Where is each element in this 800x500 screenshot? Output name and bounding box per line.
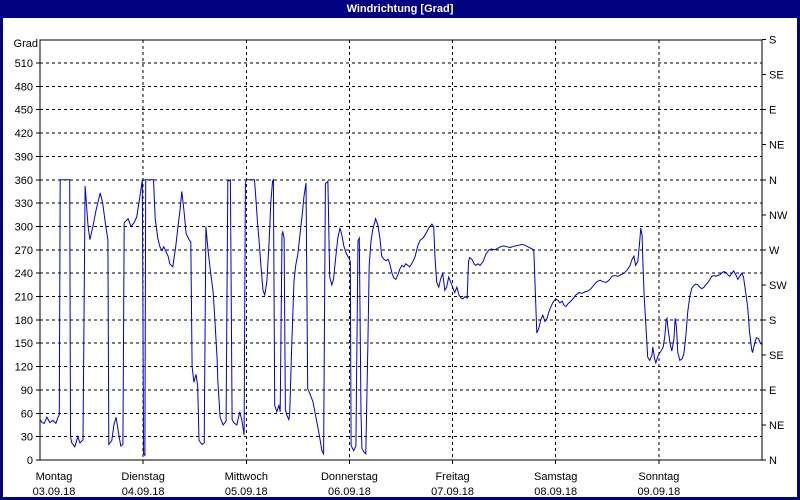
day-name-label: Samstag — [534, 471, 577, 483]
compass-label: NW — [769, 210, 788, 222]
compass-label: SW — [769, 280, 787, 292]
y-axis-tick-label: 60 — [21, 408, 33, 420]
compass-label: W — [769, 245, 780, 257]
y-axis-tick-label: 300 — [15, 221, 33, 233]
day-name-label: Donnerstag — [321, 471, 378, 483]
wind-direction-line — [39, 178, 763, 457]
compass-label: S — [769, 315, 776, 327]
y-axis-tick-label: 90 — [21, 385, 33, 397]
y-axis-tick-label: 240 — [15, 268, 33, 280]
day-date-label: 09.09.18 — [637, 486, 680, 498]
y-axis-tick-label: 120 — [15, 362, 33, 374]
day-name-label: Dienstag — [121, 471, 164, 483]
compass-label: NE — [769, 140, 784, 152]
compass-label: E — [769, 385, 776, 397]
day-date-label: 07.09.18 — [431, 486, 474, 498]
y-axis-tick-label: 510 — [15, 58, 33, 70]
y-axis-tick-label: 210 — [15, 292, 33, 304]
day-date-label: 03.09.18 — [33, 486, 76, 498]
compass-label: N — [769, 175, 777, 187]
compass-label: NE — [769, 420, 784, 432]
y-axis-tick-label: 450 — [15, 105, 33, 117]
compass-label: N — [769, 455, 777, 467]
day-name-label: Montag — [36, 471, 73, 483]
y-axis-tick-label: 30 — [21, 432, 33, 444]
compass-label: SE — [769, 70, 784, 82]
plot-background — [3, 18, 797, 497]
y-axis-tick-label: 150 — [15, 338, 33, 350]
chart-title: Windrichtung [Grad] — [346, 3, 454, 15]
y-axis-tick-label: 420 — [15, 128, 33, 140]
day-name-label: Sonntag — [638, 471, 679, 483]
y-axis-tick-label: 0 — [27, 455, 33, 467]
y-axis-tick-label: 330 — [15, 198, 33, 210]
y-axis-unit-label: Grad — [14, 38, 38, 50]
compass-label: SE — [769, 350, 784, 362]
compass-label: S — [769, 35, 776, 47]
y-axis-tick-label: 480 — [15, 81, 33, 93]
y-axis-tick-label: 180 — [15, 315, 33, 327]
y-axis-tick-label: 390 — [15, 151, 33, 163]
day-date-label: 06.09.18 — [328, 486, 371, 498]
day-name-label: Freitag — [435, 471, 469, 483]
day-date-label: 08.09.18 — [534, 486, 577, 498]
day-name-label: Mittwoch — [225, 471, 268, 483]
y-axis-tick-label: 270 — [15, 245, 33, 257]
title-bar: Windrichtung [Grad] — [0, 0, 800, 18]
y-axis-tick-label: 360 — [15, 175, 33, 187]
day-date-label: 05.09.18 — [225, 486, 268, 498]
compass-label: E — [769, 105, 776, 117]
day-date-label: 04.09.18 — [122, 486, 165, 498]
